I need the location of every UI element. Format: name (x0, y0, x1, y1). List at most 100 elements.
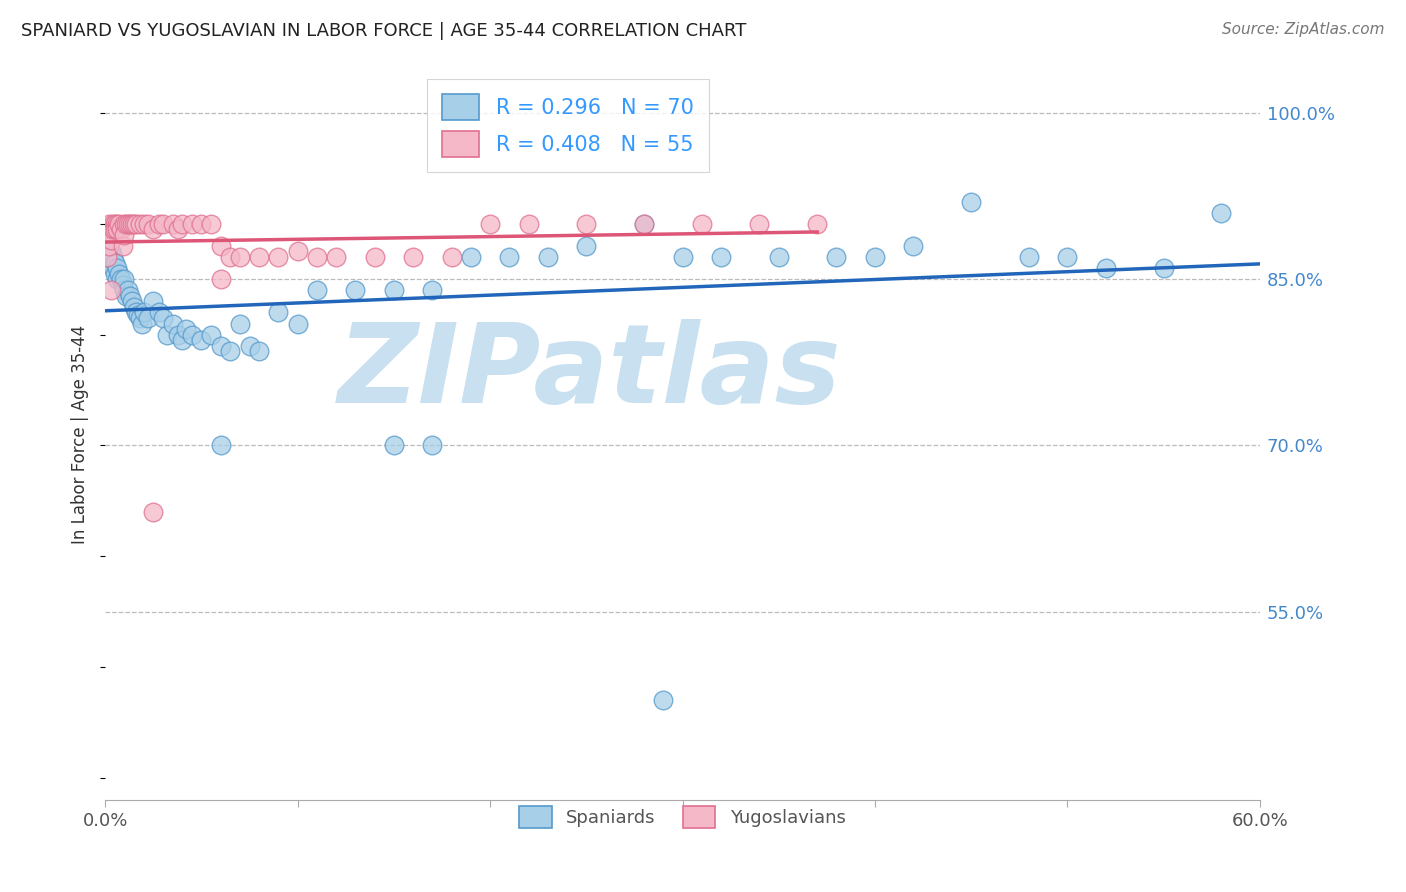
Point (100, 255, 122, 269)
Point (142, 222, 165, 236)
Point (209, 239, 232, 253)
Point (229, 250, 252, 264)
Point (122, 217, 145, 231)
Point (107, 267, 129, 281)
Point (104, 255, 127, 269)
Point (156, 327, 179, 342)
Point (200, 327, 222, 342)
Point (287, 244, 309, 259)
Point (209, 339, 232, 353)
Point (111, 239, 134, 253)
Point (219, 344, 242, 359)
Point (120, 217, 142, 231)
Point (125, 305, 148, 319)
Point (128, 217, 150, 231)
Point (125, 217, 148, 231)
Point (96, 250, 118, 264)
Point (152, 310, 174, 325)
Point (136, 217, 159, 231)
Point (98, 217, 121, 231)
Point (200, 217, 222, 231)
Point (247, 344, 270, 359)
Point (402, 250, 425, 264)
Point (180, 217, 202, 231)
Point (122, 300, 145, 314)
Point (238, 339, 260, 353)
Point (690, 217, 713, 231)
Point (114, 227, 136, 242)
Point (132, 305, 155, 319)
Point (111, 277, 134, 292)
Point (148, 305, 170, 319)
Point (104, 267, 127, 281)
Point (344, 283, 367, 297)
Point (107, 217, 129, 231)
Point (903, 239, 925, 253)
Point (142, 294, 165, 309)
Point (98, 239, 121, 253)
Point (142, 505, 165, 519)
Point (190, 333, 212, 347)
Point (960, 194, 983, 209)
Point (460, 250, 482, 264)
Point (768, 250, 790, 264)
Point (121, 294, 143, 309)
Point (479, 217, 502, 231)
Point (440, 250, 463, 264)
Point (172, 217, 194, 231)
Point (121, 217, 143, 231)
Point (825, 250, 848, 264)
Point (127, 308, 149, 322)
Legend: Spaniards, Yugoslavians: Spaniards, Yugoslavians (512, 798, 853, 835)
Point (105, 222, 128, 236)
Point (633, 217, 655, 231)
Point (114, 217, 136, 231)
Point (100, 233, 122, 247)
Point (105, 272, 128, 286)
Point (575, 217, 598, 231)
Point (101, 217, 124, 231)
Point (152, 217, 174, 231)
Point (652, 693, 675, 707)
Point (498, 250, 520, 264)
Point (162, 217, 184, 231)
Point (105, 217, 128, 231)
Point (100, 222, 122, 236)
Point (517, 217, 540, 231)
Point (100, 283, 122, 297)
Point (287, 317, 309, 331)
Text: SPANIARD VS YUGOSLAVIAN IN LABOR FORCE | AGE 35-44 CORRELATION CHART: SPANIARD VS YUGOSLAVIAN IN LABOR FORCE |… (21, 22, 747, 40)
Point (117, 217, 139, 231)
Point (382, 283, 405, 297)
Point (1056, 250, 1078, 264)
Point (1153, 261, 1175, 276)
Point (1095, 261, 1118, 276)
Point (114, 283, 136, 297)
Point (382, 438, 405, 452)
Point (537, 250, 560, 264)
Point (575, 239, 598, 253)
Point (305, 283, 328, 297)
Point (98, 250, 121, 264)
Point (209, 438, 232, 452)
Point (363, 250, 385, 264)
Point (167, 222, 190, 236)
Point (110, 222, 132, 236)
Point (229, 317, 252, 331)
Point (132, 217, 155, 231)
Point (1018, 250, 1040, 264)
Point (190, 217, 212, 231)
Point (148, 217, 170, 231)
Point (120, 289, 142, 303)
Point (98, 239, 121, 253)
Point (128, 310, 150, 325)
Point (806, 217, 828, 231)
Point (748, 217, 770, 231)
Point (633, 217, 655, 231)
Point (422, 438, 444, 452)
Text: ZIPatlas: ZIPatlas (339, 318, 842, 425)
Text: Source: ZipAtlas.com: Source: ZipAtlas.com (1222, 22, 1385, 37)
Point (167, 327, 190, 342)
Point (104, 222, 127, 236)
Point (1211, 205, 1233, 219)
